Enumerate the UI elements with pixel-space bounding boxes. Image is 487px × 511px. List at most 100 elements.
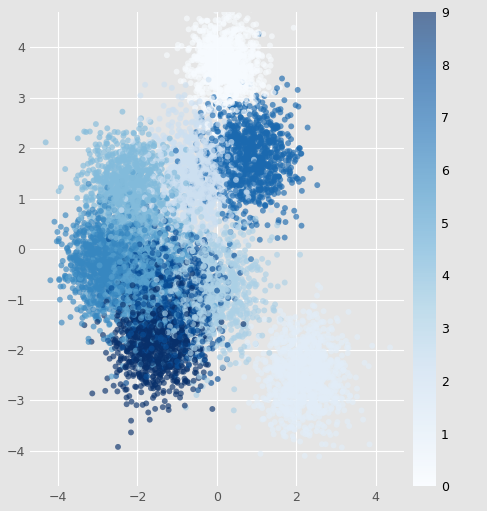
Point [201,225,208,234]
Point [130,208,137,216]
Point [122,241,130,249]
Point [217,291,225,299]
Point [201,333,208,341]
Point [117,268,125,276]
Point [228,64,236,72]
Point [334,317,342,325]
Point [206,184,214,193]
Point [131,339,138,347]
Point [139,268,147,276]
Point [113,178,121,186]
Point [278,404,285,412]
Point [112,265,120,273]
Point [206,282,214,290]
Point [164,248,171,257]
Point [220,14,228,22]
Point [192,273,200,282]
Point [203,55,211,63]
Point [164,332,171,340]
Point [101,252,109,260]
Point [304,381,312,389]
Point [200,300,208,308]
Point [150,306,158,314]
Point [205,273,212,282]
Point [184,280,191,288]
Point [133,189,141,197]
Point [129,304,136,312]
Point [147,289,155,297]
Point [173,44,181,53]
Point [110,243,118,251]
Point [166,311,174,319]
Point [82,254,90,262]
Point [187,292,195,300]
Point [121,386,129,394]
Point [145,265,153,273]
Point [189,345,197,353]
Point [243,135,251,144]
Point [170,204,178,213]
Point [214,78,222,86]
Point [96,265,104,273]
Point [148,288,155,296]
Point [167,335,175,343]
Point [284,160,292,168]
Point [340,366,348,374]
Point [192,279,200,287]
Point [228,85,236,94]
Point [162,301,169,309]
Point [244,342,252,350]
Point [154,262,162,270]
Point [133,283,141,291]
Point [185,355,193,363]
Point [345,344,353,352]
Point [197,256,205,264]
Point [187,141,195,149]
Point [236,134,244,143]
Point [170,184,178,193]
Point [136,270,144,278]
Point [166,314,173,322]
Point [205,134,213,143]
Point [117,223,125,231]
Point [198,351,206,359]
Point [206,59,214,67]
Point [175,192,183,200]
Point [232,81,240,89]
Point [210,304,218,312]
Point [111,235,119,243]
Point [150,339,157,347]
Point [128,174,136,182]
Point [206,335,214,343]
Point [225,112,233,121]
Point [295,359,303,367]
Point [221,215,229,223]
Point [120,129,128,137]
Point [215,249,223,258]
Point [142,335,150,343]
Point [101,177,109,185]
Point [137,342,145,351]
Point [78,258,86,266]
Point [254,142,262,150]
Point [220,136,228,145]
Point [257,143,265,151]
Point [212,98,220,106]
Point [225,206,233,215]
Point [164,223,172,231]
Point [278,129,286,137]
Point [127,267,135,275]
Point [257,123,264,131]
Point [221,273,229,282]
Point [203,144,211,152]
Point [211,33,219,41]
Point [191,304,199,312]
Point [121,210,129,218]
Point [96,200,104,208]
Point [135,235,143,243]
Point [157,273,165,282]
Point [205,106,212,114]
Point [158,328,166,336]
Point [198,115,206,124]
Point [102,268,110,276]
